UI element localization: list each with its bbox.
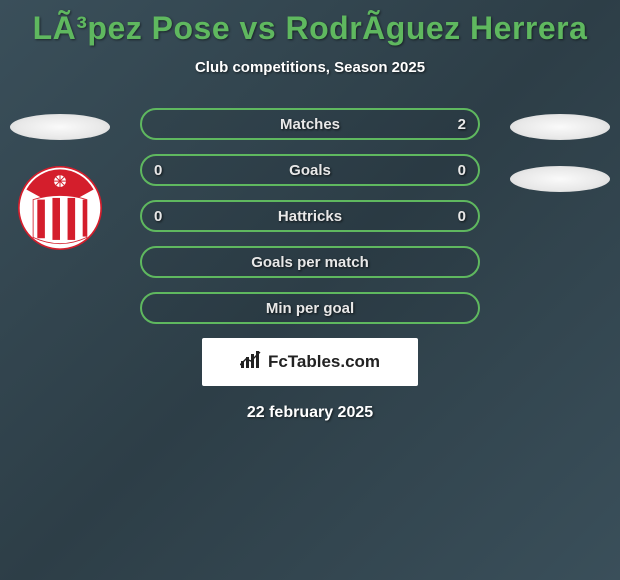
- stat-row-min-per-goal: Min per goal: [140, 292, 480, 324]
- flag-right-2-icon: [510, 166, 610, 192]
- stat-row-hattricks: 0 Hattricks 0: [140, 200, 480, 232]
- flag-right-icon: [510, 114, 610, 140]
- stat-label: Matches: [280, 116, 340, 133]
- stat-right-value: 0: [458, 208, 466, 225]
- stats-area: Matches 2 0 Goals 0 0 Hattricks 0 Goals …: [0, 108, 620, 422]
- stat-right-value: 2: [458, 116, 466, 133]
- stat-left-value: 0: [154, 162, 162, 179]
- brand-text: FcTables.com: [268, 352, 380, 372]
- stat-row-goals-per-match: Goals per match: [140, 246, 480, 278]
- stat-label: Hattricks: [278, 208, 342, 225]
- page-title: LÃ³pez Pose vs RodrÃ­guez Herrera: [0, 0, 620, 47]
- stat-label: Min per goal: [266, 300, 354, 317]
- bar-chart-icon: [240, 351, 262, 374]
- stat-left-value: 0: [154, 208, 162, 225]
- stat-label: Goals: [289, 162, 331, 179]
- club-badge-icon: [18, 166, 102, 250]
- stat-row-matches: Matches 2: [140, 108, 480, 140]
- flag-left-icon: [10, 114, 110, 140]
- brand-box[interactable]: FcTables.com: [202, 338, 418, 386]
- stat-rows: Matches 2 0 Goals 0 0 Hattricks 0 Goals …: [140, 108, 480, 324]
- stat-row-goals: 0 Goals 0: [140, 154, 480, 186]
- page-subtitle: Club competitions, Season 2025: [0, 59, 620, 76]
- stat-label: Goals per match: [251, 254, 369, 271]
- date-line: 22 february 2025: [0, 404, 620, 422]
- stat-right-value: 0: [458, 162, 466, 179]
